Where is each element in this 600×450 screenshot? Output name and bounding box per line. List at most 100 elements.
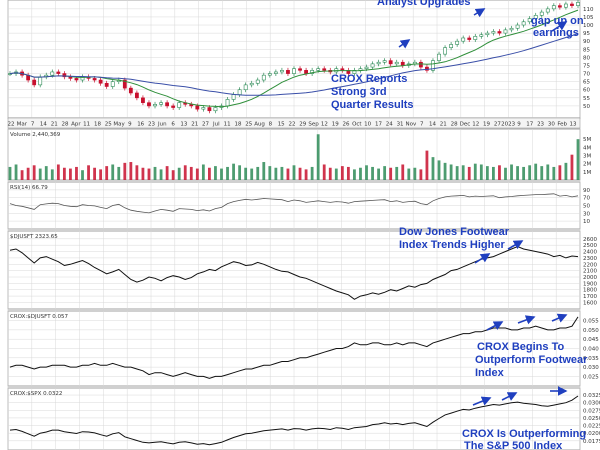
annotation-outperform-fw-1: CROX Begins To <box>477 341 564 353</box>
volume-bar <box>232 163 235 180</box>
footwear-panel-y-tick-label: 2400 <box>583 250 597 256</box>
x-axis-tick-label: Nov <box>406 122 417 128</box>
footwear-panel-y-tick-label: 2600 <box>583 237 597 243</box>
x-axis-tick-label: Jun <box>157 122 167 128</box>
crox-fw-panel-y-tick-label: 0.055 <box>583 319 599 325</box>
volume-bar <box>467 166 471 180</box>
volume-panel-y-tick-label: 1M <box>583 170 591 176</box>
price-candle-body <box>322 68 327 71</box>
price-candle-body <box>455 40 460 45</box>
volume-panel-y-tick-label: 3M <box>583 154 591 160</box>
price-candle-body <box>141 97 145 103</box>
price-candle-body <box>437 53 441 61</box>
volume-bar <box>449 164 453 180</box>
x-axis-tick-label: Feb <box>557 122 567 128</box>
price-candle-body <box>400 61 405 66</box>
x-axis-tick-label: 9 <box>128 122 132 128</box>
volume-bar <box>377 168 380 180</box>
volume-bar <box>256 166 260 180</box>
volume-bar <box>334 168 338 180</box>
price-candle-body <box>527 18 532 23</box>
x-axis-tick-label: 13 <box>570 122 577 128</box>
crox-spx-panel-line <box>9 395 579 446</box>
volume-bar <box>129 162 133 180</box>
price-candle-body <box>280 70 284 73</box>
volume-bar <box>262 162 266 180</box>
price-candle-body <box>153 103 157 107</box>
price-candle-body <box>92 78 97 81</box>
crox-fw-panel-title: CROX:$DJUSFT 0.057 <box>10 314 69 320</box>
volume-bar <box>50 169 54 180</box>
volume-bar <box>81 170 84 180</box>
price-candle-body <box>503 29 508 34</box>
x-axis-tick-label: 6 <box>171 122 175 128</box>
annotation-arrow <box>551 313 568 323</box>
price-candle-body <box>364 66 369 70</box>
rsi-panel-y-tick-label: 10 <box>583 219 590 225</box>
price-candle-body <box>165 102 170 107</box>
price-candle-body <box>382 60 387 63</box>
price-panel-y-tick-label: 50 <box>583 104 590 110</box>
annotation-crox-reports-2: Strong 3rd <box>331 86 387 98</box>
price-panel-y-tick-label: 100 <box>583 23 594 29</box>
volume-bar <box>413 167 417 180</box>
volume-bar <box>310 166 314 180</box>
price-panel-y-tick-label: 105 <box>583 15 594 21</box>
x-axis-tick-label: 26 <box>343 122 350 128</box>
x-axis-tick-label: 10 <box>364 122 371 128</box>
volume-bar <box>44 166 48 180</box>
price-candle-body <box>134 92 139 99</box>
x-axis-tick-label: Jul <box>212 122 220 128</box>
price-candle-body <box>473 36 478 40</box>
crox-spx-panel-title: CROX:$SPX 0.0322 <box>10 391 62 397</box>
crox-spx-panel-y-tick-label: 0.0275 <box>583 408 600 414</box>
volume-bar <box>14 164 18 180</box>
annotation-arrow <box>507 240 524 250</box>
price-panel-y-tick-label: 90 <box>583 39 590 45</box>
footwear-panel-y-tick-label: 1800 <box>583 288 597 294</box>
price-candle-body <box>104 82 109 87</box>
x-axis-tick-label: 12 <box>472 122 479 128</box>
volume-bar <box>274 167 278 180</box>
price-candle-body <box>388 60 393 65</box>
price-candle-body <box>485 32 490 36</box>
x-axis-tick-label: 17 <box>526 122 533 128</box>
price-panel-y-tick-label: 65 <box>583 80 590 86</box>
x-axis-tick-label: 22 <box>8 122 15 128</box>
price-candle-body <box>292 68 296 74</box>
volume-bar <box>437 160 441 180</box>
crox-spx-panel-y-tick-label: 0.0225 <box>583 424 600 430</box>
price-candle-body <box>74 78 79 81</box>
price-candle-body <box>231 94 236 100</box>
volume-bar <box>461 165 465 180</box>
price-candle-body <box>443 47 447 55</box>
x-axis-tick-label: 22 <box>289 122 296 128</box>
price-candle-body <box>62 73 67 78</box>
volume-bar <box>401 164 405 180</box>
price-candle-body <box>551 5 556 10</box>
x-axis-tick-label: 28 <box>62 122 69 128</box>
volume-bar <box>87 165 90 180</box>
volume-bar <box>365 165 368 180</box>
price-candle-body <box>243 84 248 91</box>
price-candle-body <box>521 21 526 26</box>
x-axis-tick-label: May <box>113 122 125 128</box>
volume-bar <box>346 166 350 180</box>
volume-bar <box>570 154 574 180</box>
x-axis-tick-label: 15 <box>278 122 285 128</box>
x-axis-tick-label: 17 <box>375 122 382 128</box>
volume-bar <box>516 166 519 180</box>
footwear-panel-title: $DJUSFT 2323.65 <box>10 234 58 240</box>
volume-bar <box>552 166 556 180</box>
crox-fw-panel-line <box>9 316 579 379</box>
price-candle-body <box>213 107 218 112</box>
x-axis-tick-label: 18 <box>234 122 241 128</box>
price-panel-y-tick-label: 55 <box>583 96 590 102</box>
volume-bar <box>383 166 387 180</box>
volume-bar <box>522 166 526 180</box>
volume-bar <box>208 167 211 180</box>
price-ma-short-line <box>9 9 579 108</box>
volume-bar <box>105 166 109 180</box>
volume-bar <box>177 167 181 180</box>
